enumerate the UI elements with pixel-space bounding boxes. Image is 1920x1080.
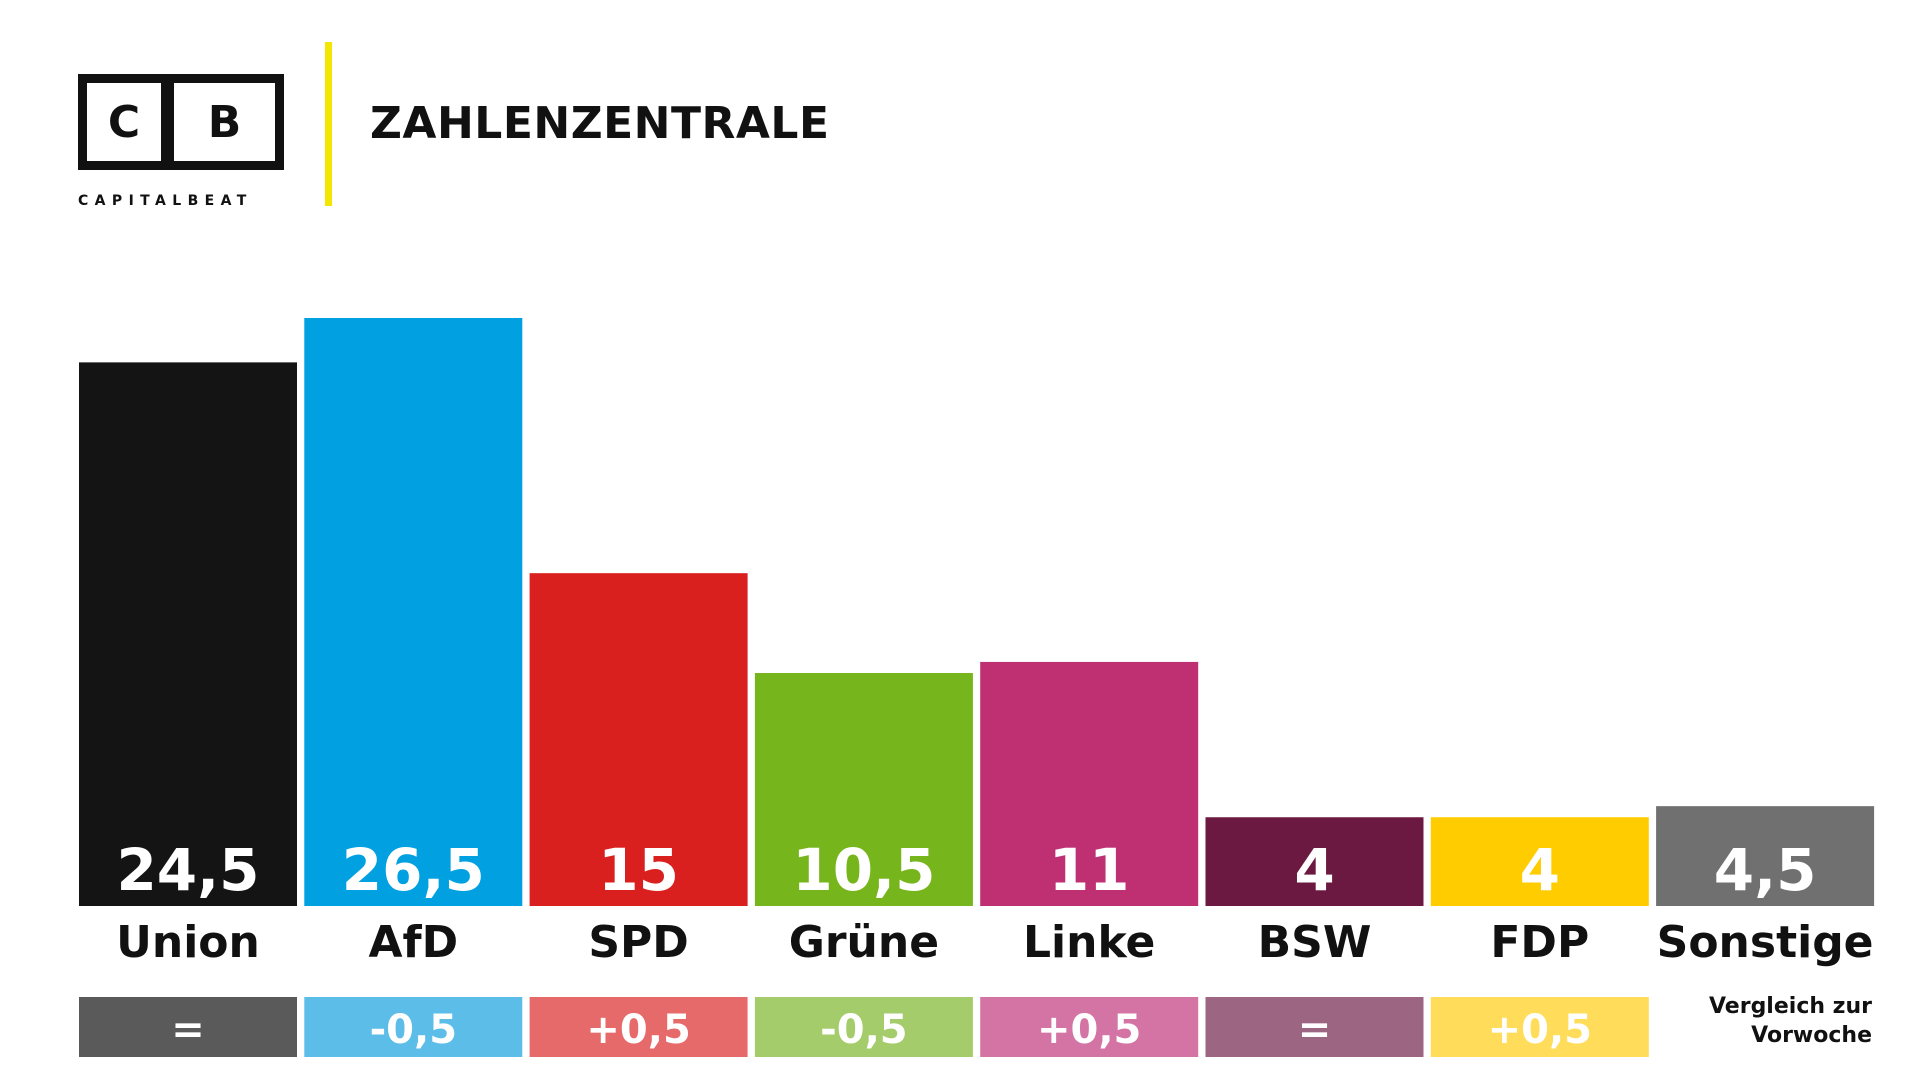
change-note-line-2: Vorwoche xyxy=(1751,1023,1872,1048)
change-box-bsw xyxy=(1205,997,1424,1057)
category-label-linke: Linke xyxy=(1023,917,1155,968)
change-box-gr-ne xyxy=(754,997,973,1057)
bar-spd xyxy=(529,573,748,906)
bar-fdp xyxy=(1430,817,1649,906)
change-box-fdp xyxy=(1430,997,1649,1057)
change-note-line-1: Vergleich zur xyxy=(1708,994,1872,1019)
value-label-bsw: 4 xyxy=(1294,836,1334,904)
capitalbeat-logo: C B xyxy=(78,74,284,170)
value-label-linke: 11 xyxy=(1049,836,1130,904)
change-label-spd: +0,5 xyxy=(586,1007,690,1053)
bar-gr-ne xyxy=(754,673,973,906)
logo-wordmark: CAPITALBEAT xyxy=(78,193,253,209)
value-label-afd: 26,5 xyxy=(342,836,485,904)
header-divider xyxy=(325,42,332,206)
value-label-fdp: 4 xyxy=(1520,836,1560,904)
logo-letter-b: B xyxy=(170,74,284,170)
bar-afd xyxy=(304,318,523,906)
category-label-gr-ne: Grüne xyxy=(789,917,939,968)
value-label-spd: 15 xyxy=(598,836,679,904)
bar-sonstige xyxy=(1656,806,1875,906)
change-note: Vergleich zur Vorwoche xyxy=(1690,992,1872,1050)
bar-union xyxy=(79,362,297,907)
bar-bsw xyxy=(1205,817,1424,906)
change-label-afd: -0,5 xyxy=(370,1007,457,1053)
value-label-gr-ne: 10,5 xyxy=(792,836,935,904)
category-label-fdp: FDP xyxy=(1490,917,1589,968)
change-label-gr-ne: -0,5 xyxy=(820,1007,907,1053)
category-label-spd: SPD xyxy=(588,917,688,968)
category-label-afd: AfD xyxy=(368,917,458,968)
change-box-linke xyxy=(980,997,1199,1057)
change-label-bsw: = xyxy=(1298,1007,1332,1053)
page-title: ZAHLENZENTRALE xyxy=(370,98,830,149)
change-box-afd xyxy=(304,997,523,1057)
change-box-union xyxy=(79,997,297,1057)
change-label-fdp: +0,5 xyxy=(1488,1007,1592,1053)
change-label-linke: +0,5 xyxy=(1037,1007,1141,1053)
logo-letter-c: C xyxy=(78,74,170,170)
bar-linke xyxy=(980,661,1199,906)
change-box-spd xyxy=(529,997,748,1057)
category-label-union: Union xyxy=(116,917,260,968)
value-label-union: 24,5 xyxy=(116,836,259,904)
change-label-union: = xyxy=(171,1007,205,1053)
value-label-sonstige: 4,5 xyxy=(1714,836,1817,904)
category-label-bsw: BSW xyxy=(1258,917,1372,968)
category-label-sonstige: Sonstige xyxy=(1657,917,1874,968)
